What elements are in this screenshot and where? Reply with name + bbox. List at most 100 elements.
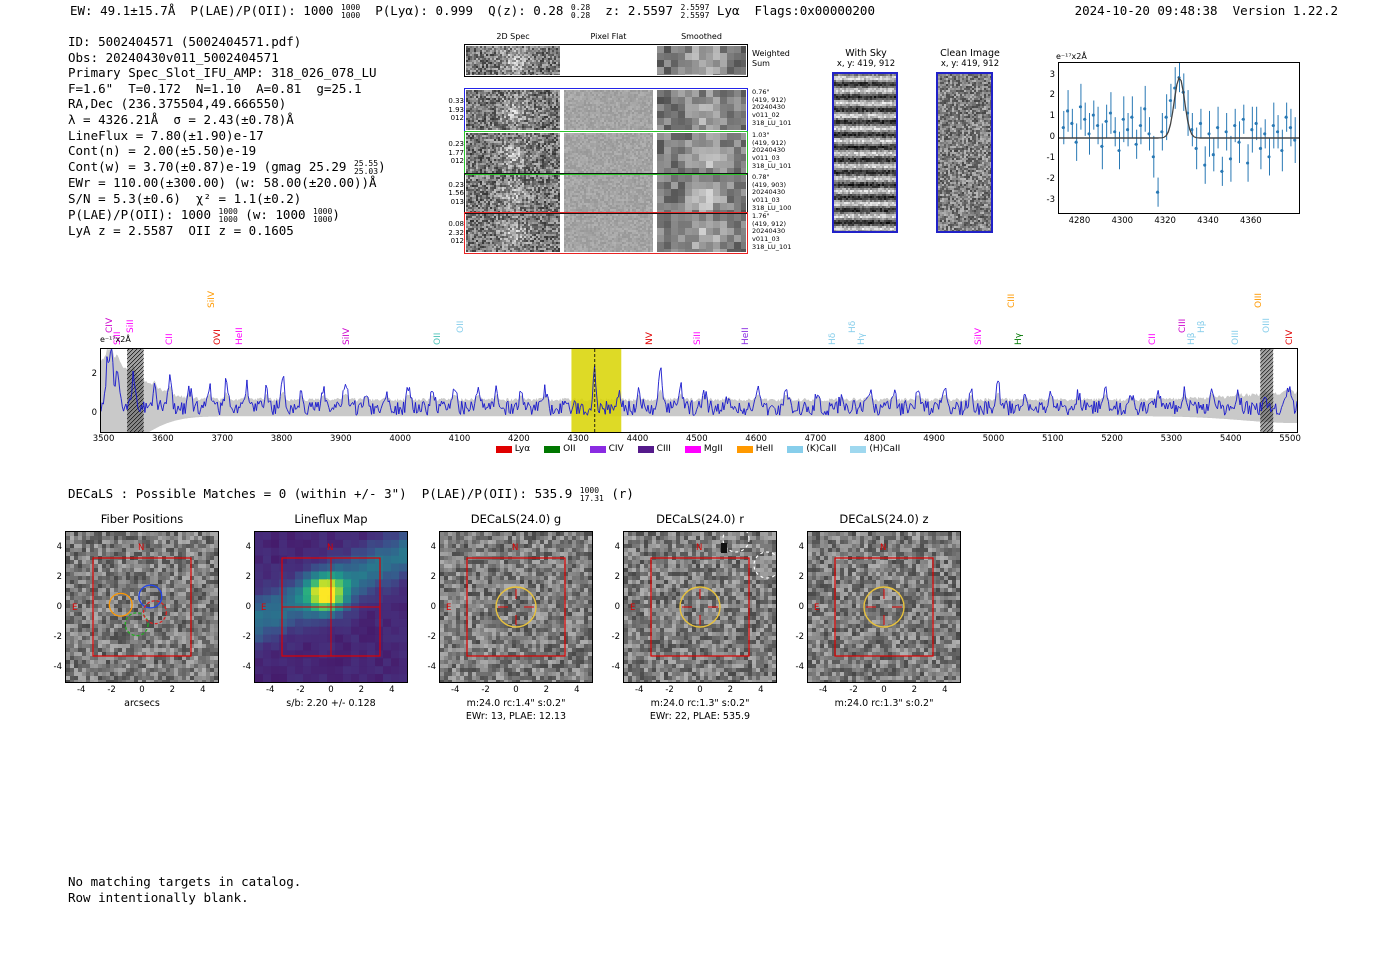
compass-e-label: E bbox=[446, 603, 451, 613]
spec2d-cell bbox=[466, 90, 560, 130]
cutout-image bbox=[623, 531, 777, 683]
text-segment: (r) bbox=[603, 486, 634, 501]
x-tick-label: 2 bbox=[727, 685, 734, 695]
y-tick-label: -4 bbox=[427, 662, 436, 672]
cutout-xlabel: m:24.0 rc:1.4" s:0.2" bbox=[466, 698, 566, 709]
text-segment: ) bbox=[378, 158, 386, 174]
x-tick-label: 4300 bbox=[567, 434, 589, 444]
stacked-fraction: 1000 1000 bbox=[218, 206, 238, 224]
masked-star-circle bbox=[722, 532, 750, 553]
info-line: λ = 4326.21Å σ = 2.43(±0.78)Å bbox=[68, 112, 386, 128]
spec2d-row-frame bbox=[464, 44, 748, 77]
cutout-panel-decals: DECaLS(24.0) g N E -4 -4 -2 -2 0 0 2 2 4 4 m:24.0 rc:… bbox=[428, 512, 593, 722]
extraction-box bbox=[92, 557, 192, 657]
cutout-panel-decals_r: DECaLS(24.0) r N E -4 -4 -2 -2 0 0 2 2 4 4 m:24.0 rc:… bbox=[612, 512, 777, 722]
compass-e-label: E bbox=[814, 603, 819, 613]
note-line-2: Row intentionally blank. bbox=[68, 889, 249, 905]
legend-item: OII bbox=[544, 444, 576, 454]
text-segment: EW: 49.1±15.7Å P(LAE)/P(OII): 1000 bbox=[70, 3, 341, 18]
extraction-box bbox=[834, 557, 934, 657]
text-segment: Cont(n) = 2.00(±5.50)e-19 bbox=[68, 143, 257, 159]
info-line: LineFlux = 7.80(±1.90)e-17 bbox=[68, 128, 386, 144]
x-tick-label: 3600 bbox=[152, 434, 174, 444]
emission-line-label: SiIV bbox=[206, 290, 217, 308]
x-tick-label: 4000 bbox=[389, 434, 411, 444]
cutout-overlay: NE bbox=[72, 543, 192, 657]
y-tick-label: 1 bbox=[1049, 111, 1055, 122]
emission-line-label: SiIV bbox=[974, 327, 985, 345]
stacked-fraction: 1000 17.31 bbox=[579, 486, 604, 503]
x-tick-label: -2 bbox=[665, 685, 674, 695]
spec2d-cell bbox=[466, 214, 560, 252]
x-tick-label: 0 bbox=[328, 685, 334, 695]
emission-line-label: Hβ bbox=[1196, 320, 1207, 333]
emission-line-label: OIII bbox=[1262, 317, 1273, 333]
emission-line-label: SiII bbox=[693, 331, 704, 345]
emission-line-label: OII bbox=[455, 320, 466, 333]
emission-line-label: CIII bbox=[1177, 318, 1188, 333]
linefit-ylabel: e⁻¹⁷x2Å bbox=[1056, 52, 1087, 61]
line-fit-chart: e⁻¹⁷x2Å 3 2 1 0 -1 -2 -3 4280 4300 4320 4340 4360 bbox=[1042, 52, 1304, 234]
y-tick-label: 0 bbox=[614, 602, 620, 612]
stacked-fraction: 2.5597 2.5597 bbox=[680, 3, 710, 20]
spec2d-row-left-label: 0.33 1.93 012 bbox=[448, 97, 464, 123]
clean-image-panel: Clean Image x, y: 419, 912 bbox=[936, 48, 1000, 238]
x-tick-label: 0 bbox=[881, 685, 887, 695]
legend-swatch bbox=[637, 445, 654, 453]
emission-line-label: OIII bbox=[1253, 292, 1264, 308]
x-tick-label: -2 bbox=[107, 685, 116, 695]
y-tick-label: 2 bbox=[614, 572, 620, 582]
emission-line-label: OIII bbox=[1231, 329, 1242, 345]
legend-swatch bbox=[495, 445, 512, 453]
spec2d-row-right-label: 0.78" (419, 903) 20240430 v011_03 318_LU_100 bbox=[752, 173, 792, 212]
timestamp-version: 2024-10-20 09:48:38 Version 1.22.2 bbox=[1074, 3, 1338, 18]
emission-line-label: Hδ bbox=[848, 320, 859, 333]
masked-star-circle bbox=[753, 551, 776, 579]
text-segment: P(LAE)/P(OII): 1000 bbox=[68, 206, 219, 222]
x-tick-label: 5500 bbox=[1279, 434, 1301, 444]
y-tick-label: 2 bbox=[91, 368, 97, 379]
spec2d-row-left-label: 0.23 1.56 013 bbox=[448, 180, 464, 206]
emission-line-label: SiII bbox=[126, 319, 137, 333]
legend-label: OII bbox=[563, 444, 576, 454]
text-segment: S/N = 5.3(±0.6) χ² = 1.1(±0.2) bbox=[68, 190, 302, 206]
y-tick-label: 4 bbox=[245, 542, 251, 552]
spectrum-legend: Lyα OII CIV CIII MgII HeII (K)CaII (H)CaII bbox=[100, 444, 1296, 454]
x-tick-label: 4 bbox=[389, 685, 395, 695]
legend-label: Lyα bbox=[514, 444, 531, 454]
spec2d-row-right-label: 0.76" (419, 912) 20240430 v011_02 318_LU_101 bbox=[752, 88, 792, 127]
x-tick-label: 2 bbox=[911, 685, 918, 695]
x-tick-label: 4300 bbox=[1111, 216, 1134, 226]
x-tick-label: 4100 bbox=[448, 434, 471, 444]
spec2d-row-right-label: Weighted Sum bbox=[752, 49, 790, 68]
x-tick-label: 0 bbox=[139, 685, 145, 695]
text-segment: ID: 5002404571 (5002404571.pdf) bbox=[68, 34, 302, 49]
aperture-circle bbox=[495, 586, 537, 628]
text-segment: ) bbox=[332, 206, 340, 222]
smoothed-cell bbox=[657, 214, 746, 252]
emission-line-label: CII bbox=[1148, 333, 1159, 345]
y-tick-label: 4 bbox=[798, 542, 804, 552]
legend-swatch bbox=[589, 445, 606, 453]
y-tick-label: 0 bbox=[798, 602, 804, 612]
emission-line-label: Hδ bbox=[827, 332, 838, 345]
compass-e-label: E bbox=[72, 603, 77, 613]
x-tick-label: 3700 bbox=[211, 434, 234, 444]
cutout-image bbox=[807, 531, 961, 683]
x-tick-label: 4360 bbox=[1240, 216, 1262, 226]
x-tick-label: 3900 bbox=[330, 434, 352, 444]
legend-swatch bbox=[544, 445, 561, 453]
y-tick-label: 0 bbox=[245, 602, 251, 612]
info-line: F=1.6" T=0.172 N=1.10 A=0.81 g=25.1 bbox=[68, 81, 386, 97]
legend-label: MgII bbox=[703, 444, 723, 454]
x-tick-label: 0 bbox=[697, 685, 703, 695]
smoothed-cell bbox=[657, 90, 746, 130]
info-line: LyA z = 2.5587 OII z = 0.1605 bbox=[68, 223, 386, 239]
x-tick-label: 2 bbox=[543, 685, 550, 695]
x-tick-label: -4 bbox=[634, 685, 644, 695]
legend-item: HeII bbox=[736, 444, 773, 454]
spec2d-row-left-label: 0.08 2.32 012 bbox=[448, 220, 464, 246]
y-tick-label: 0 bbox=[56, 602, 62, 612]
cutout-title: DECaLS(24.0) z bbox=[839, 512, 929, 526]
legend-label: (H)CaII bbox=[869, 444, 901, 454]
